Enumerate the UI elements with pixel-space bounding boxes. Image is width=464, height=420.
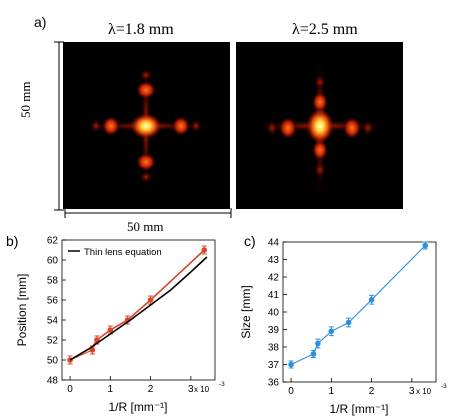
x-tick-label: 1 [329,386,335,397]
y-tick-label: 44 [268,238,280,249]
chart-size: 36 37 38 39 40 41 42 43 44 0 1 2 3 x 10 -3 1/R [mm⁻… [239,238,447,417]
data-point [328,328,335,335]
x-axis-label: 1/R [mm⁻¹] [109,400,168,414]
series-line-0 [290,245,426,365]
x-tick-label: 0 [288,386,294,397]
y-tick-label: 43 [268,255,280,266]
y-tick-label: 54 [47,316,59,327]
y-tick-label: 60 [47,256,59,267]
y-tick-label: 48 [47,376,59,387]
y-tick-label: 56 [47,296,59,307]
x-exponent: x 10 [194,385,210,394]
y-tick-label: 40 [268,308,280,319]
vertical-dimension-label: 50 mm [18,81,33,118]
y-tick-label: 50 [47,356,59,367]
diffraction-image-right [236,42,403,209]
series-line-0 [69,249,205,361]
x-tick-label: 0 [67,384,73,395]
x-tick-label: 2 [148,384,154,395]
horizontal-dimension-line [64,208,232,218]
x-tick-label: 3 [188,384,194,395]
diffraction-image-left [63,42,230,209]
legend-label-thin-lens: Thin lens equation [84,247,162,258]
x-exponent: x 10 [416,387,432,396]
data-point [422,242,429,249]
series-line-1 [69,249,205,361]
horizontal-dimension-label: 50 mm [127,219,164,234]
panel-a-left-title: λ=1.8 mm [108,21,174,38]
y-tick-label: 58 [47,276,59,287]
data-point [315,340,321,347]
plot-frame [61,239,216,381]
y-tick-label: 36 [268,378,280,389]
x-axis-label: 1/R [mm⁻¹] [330,402,389,416]
x-tick-label: 3 [409,386,415,397]
x-tick-label: 1 [108,384,114,395]
y-axis-label: Size [mm] [239,285,253,338]
y-tick-label: 52 [47,336,59,347]
x-tick-label: 2 [369,386,375,397]
vertical-dimension-line [54,41,64,211]
y-tick-label: 42 [268,273,280,284]
panel-c-label: c) [244,233,256,249]
data-point [368,296,375,303]
x-exponent-power: -3 [441,383,447,390]
panel-a-right-title: λ=2.5 mm [292,21,358,38]
y-tick-label: 38 [268,343,280,354]
data-point [288,361,294,368]
y-tick-label: 37 [268,360,280,371]
series-line-2 [69,256,208,361]
y-tick-label: 41 [268,290,280,301]
y-tick-label: 39 [268,325,280,336]
data-point [310,351,317,357]
data-point [345,319,352,326]
chart-position: 48 50 52 54 56 58 60 62 0 1 2 3 Thin lens equation… [15,236,225,415]
x-exponent-power: -3 [219,381,225,388]
y-tick-label: 62 [47,236,59,247]
panel-b-label: b) [6,233,19,249]
panel-a-label: a) [34,14,47,30]
y-axis-label: Position [mm] [15,274,29,347]
